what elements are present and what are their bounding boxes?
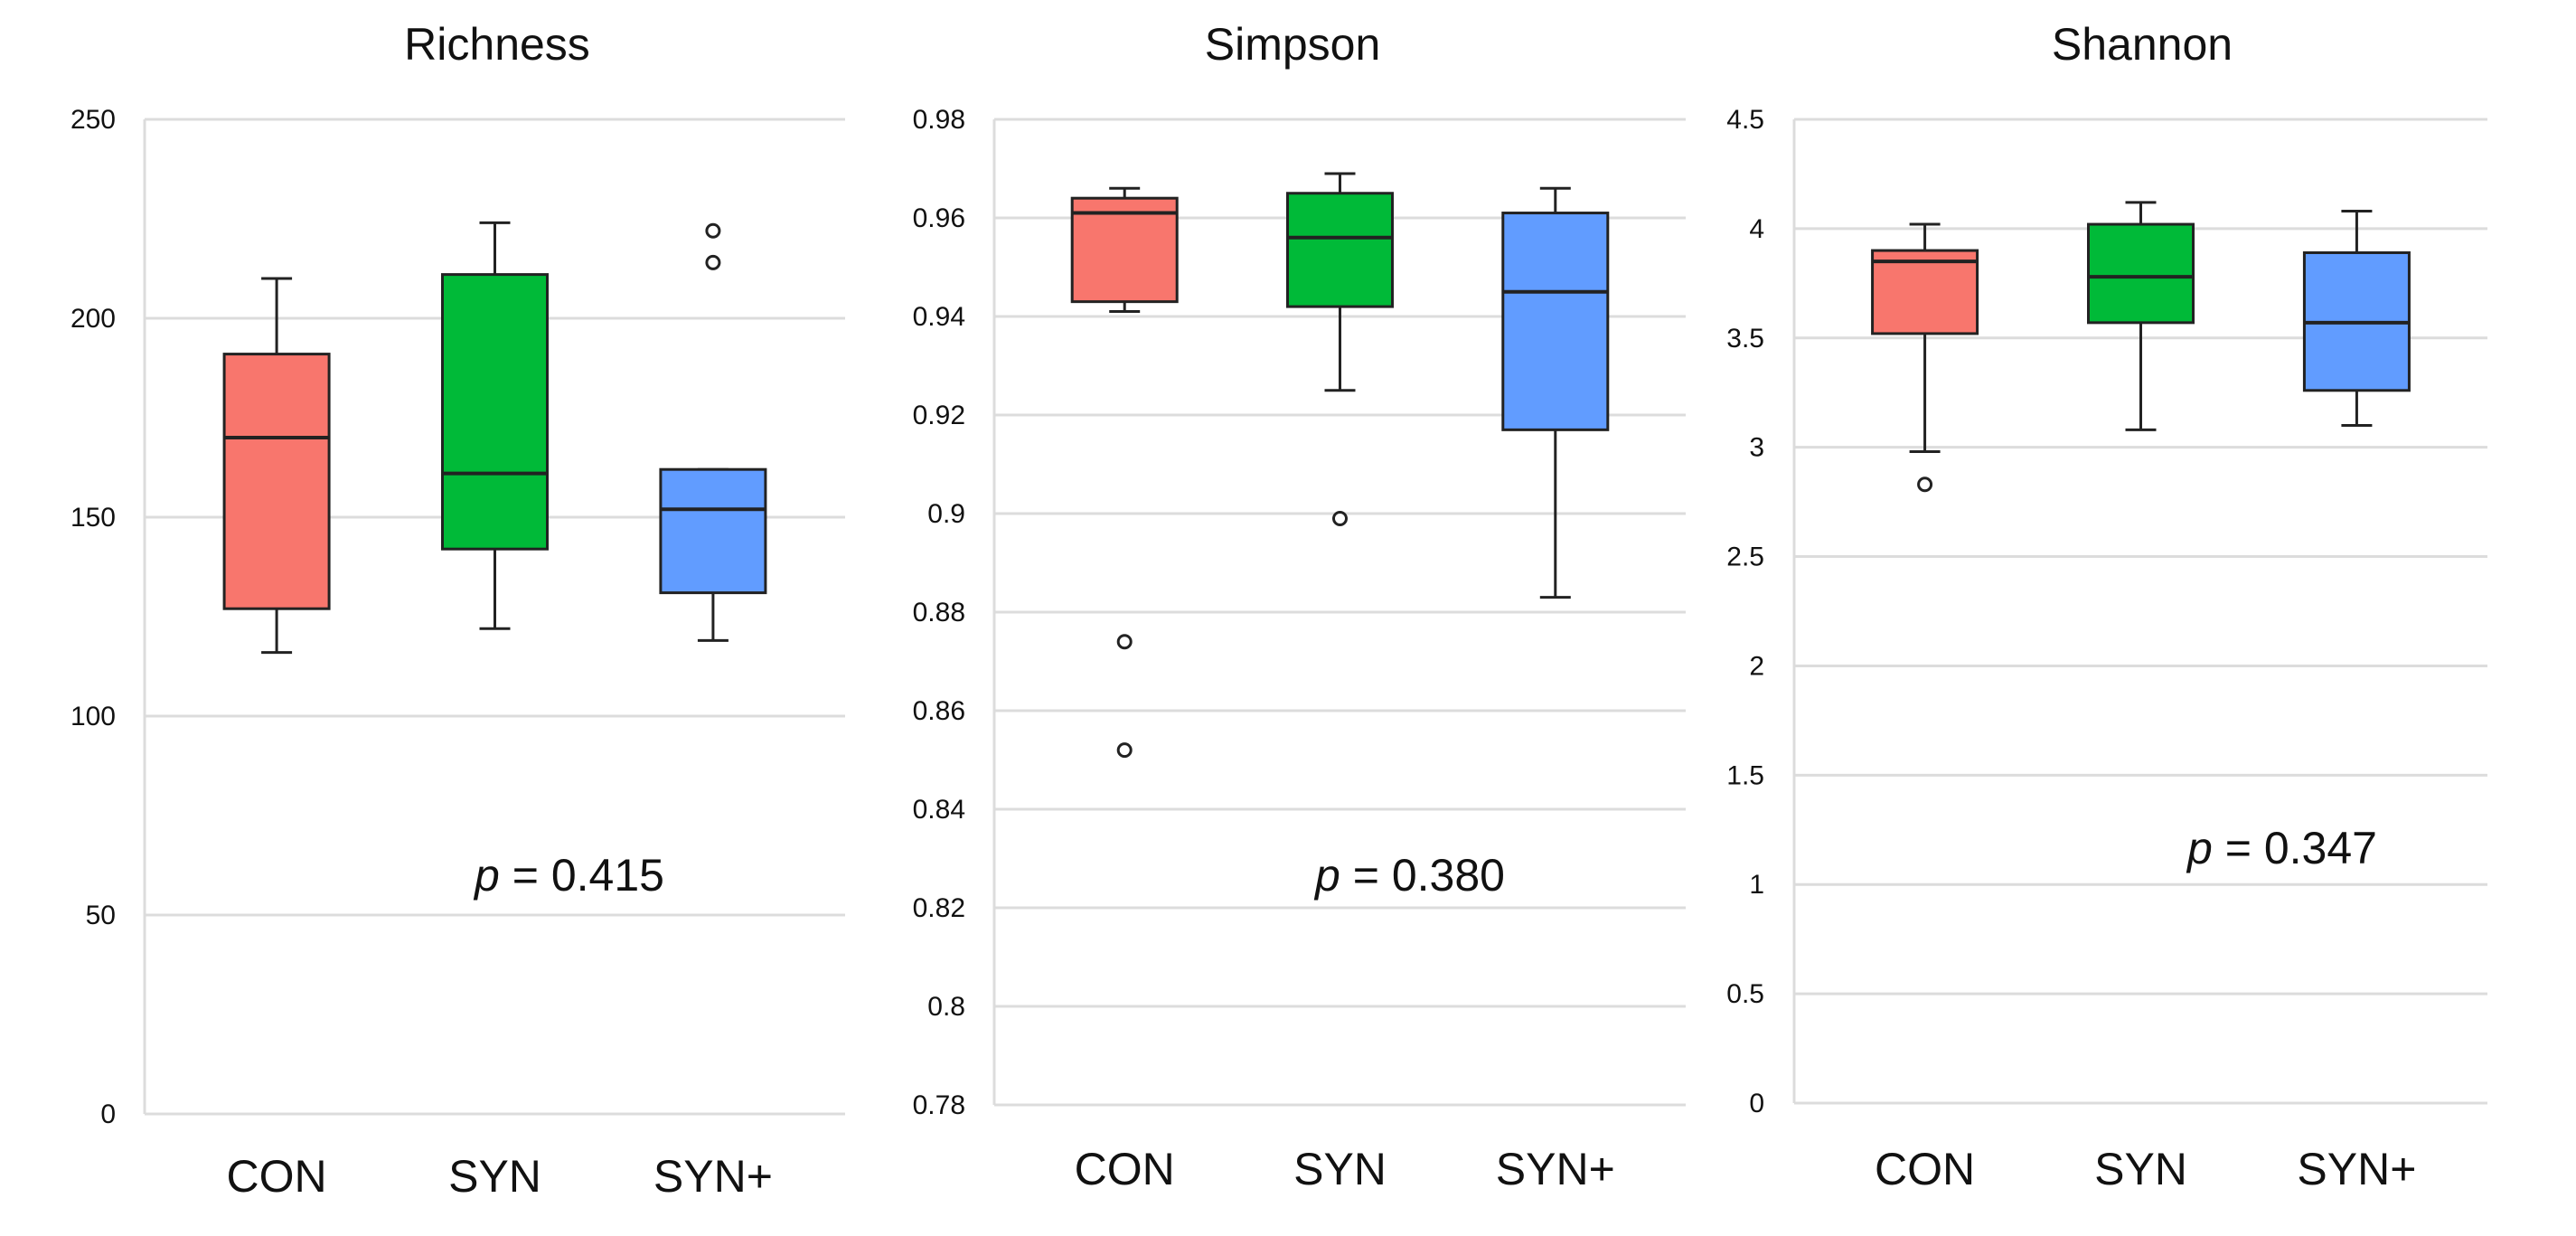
chart-2-box-con-iqr-rect [1070, 196, 1179, 304]
chart-1-title: Richness [404, 19, 590, 70]
chart-2-y-tick-label: 0.86 [913, 696, 965, 726]
chart-3-y-tick-label: 3 [1749, 433, 1764, 463]
chart-2-x-category-label: SYN+ [1496, 1144, 1615, 1194]
chart-2-p-symbol: p [1313, 850, 1340, 901]
chart-3-p-value: p = 0.347 [2186, 823, 2377, 873]
chart-3-p-symbol: p [2186, 823, 2213, 873]
chart-1-box-syn-plus-outlier [705, 222, 721, 239]
chart-1-box-syn [441, 221, 549, 630]
chart-3-box-con [1871, 222, 1979, 493]
chart-1-p-symbol: p [473, 850, 500, 901]
chart-3-y-tick-label: 4 [1749, 214, 1764, 244]
chart-2-y-tick-label: 0.82 [913, 893, 965, 923]
chart-3-y-tick-label: 4.5 [1726, 105, 1764, 135]
chart-1-y-tick-label: 200 [71, 304, 116, 334]
chart-1-p-value-text: = 0.415 [500, 850, 664, 901]
chart-1-x-category-label: CON [227, 1151, 327, 1202]
chart-1-y-tick-label: 50 [86, 901, 116, 930]
chart-3-p-value-text: = 0.347 [2213, 823, 2377, 873]
chart-3-y-tick-label: 2.5 [1726, 543, 1764, 572]
chart-1-box-syn-plus [659, 222, 767, 642]
chart-2-title: Simpson [1205, 19, 1381, 70]
chart-2-box-syn-plus-iqr-rect [1501, 212, 1610, 431]
chart-1-box-syn-plus-iqr-rect [659, 467, 767, 595]
chart-1-y-tick-label: 250 [71, 105, 116, 135]
chart-2-y-tick-label: 0.9 [927, 499, 965, 529]
chart-2-box-syn [1286, 172, 1394, 526]
chart-3-box-syn-iqr-rect [2087, 222, 2195, 325]
chart-1-box-con [222, 277, 331, 655]
chart-2-box-con-outlier [1116, 742, 1133, 759]
chart-2-box-syn-iqr-rect [1286, 192, 1394, 308]
chart-2-panel: 0.78 0.8 0.82 0.84 0.86 0.88 0.9 0.92 0.94 0.96 0.… [913, 19, 1686, 1194]
chart-3-box-con-outlier [1917, 476, 1933, 493]
chart-3-box-con-iqr-rect [1871, 249, 1979, 335]
chart-3-box-syn-plus [2302, 210, 2411, 427]
chart-1-x-category-label: SYN+ [653, 1151, 773, 1202]
chart-2-y-tick-label: 0.78 [913, 1090, 965, 1120]
chart-2-p-value: p = 0.380 [1313, 850, 1505, 901]
chart-2-box-syn-plus [1501, 186, 1610, 599]
chart-2-y-tick-label: 0.88 [913, 598, 965, 627]
chart-1-x-category-label: SYN [448, 1151, 541, 1202]
chart-2-y-tick-label: 0.84 [913, 795, 965, 825]
chart-1-y-tick-label: 100 [71, 702, 116, 731]
chart-1-y-tick-label: 150 [71, 503, 116, 533]
chart-3-y-tick-label: 3.5 [1726, 324, 1764, 354]
chart-2-box-con-outlier [1116, 634, 1133, 650]
chart-3-title: Shannon [2052, 19, 2233, 70]
chart-1-p-value: p = 0.415 [473, 850, 664, 901]
chart-1-panel: 0 50 100 150 200 250 Richness CON SYN SYN+ p = 0.4… [71, 19, 845, 1202]
chart-1-box-syn-plus-outlier [705, 254, 721, 270]
chart-3-x-category-label: SYN [2094, 1144, 2187, 1194]
chart-3-y-tick-label: 1.5 [1726, 760, 1764, 790]
chart-2-y-tick-label: 0.96 [913, 203, 965, 233]
chart-2-y-tick-label: 0.98 [913, 105, 965, 135]
chart-2-x-category-label: SYN [1293, 1144, 1387, 1194]
chart-1-box-con-iqr-rect [222, 353, 331, 610]
chart-3-y-tick-label: 1 [1749, 870, 1764, 900]
chart-2-box-con [1070, 186, 1179, 759]
chart-1-y-tick-label: 0 [100, 1099, 116, 1129]
chart-3-y-tick-label: 0 [1749, 1089, 1764, 1118]
chart-3-box-syn [2087, 201, 2195, 431]
chart-3-y-tick-label: 0.5 [1726, 979, 1764, 1009]
chart-2-box-syn-outlier [1332, 510, 1348, 526]
chart-2-x-category-label: CON [1075, 1144, 1175, 1194]
chart-1-box-syn-iqr-rect [441, 273, 549, 551]
chart-2-y-tick-label: 0.92 [913, 401, 965, 430]
chart-3-panel: 0 0.5 1 1.5 2 2.5 3 3.5 4 4.5 Shannon CON SYN SYN+ p =… [1726, 19, 2487, 1194]
chart-3-y-tick-label: 2 [1749, 651, 1764, 681]
chart-3-x-category-label: SYN+ [2297, 1144, 2416, 1194]
chart-2-p-value-text: = 0.380 [1340, 850, 1505, 901]
chart-2-y-tick-label: 0.94 [913, 302, 965, 332]
chart-2-y-tick-label: 0.8 [927, 992, 965, 1022]
chart-3-x-category-label: CON [1875, 1144, 1975, 1194]
